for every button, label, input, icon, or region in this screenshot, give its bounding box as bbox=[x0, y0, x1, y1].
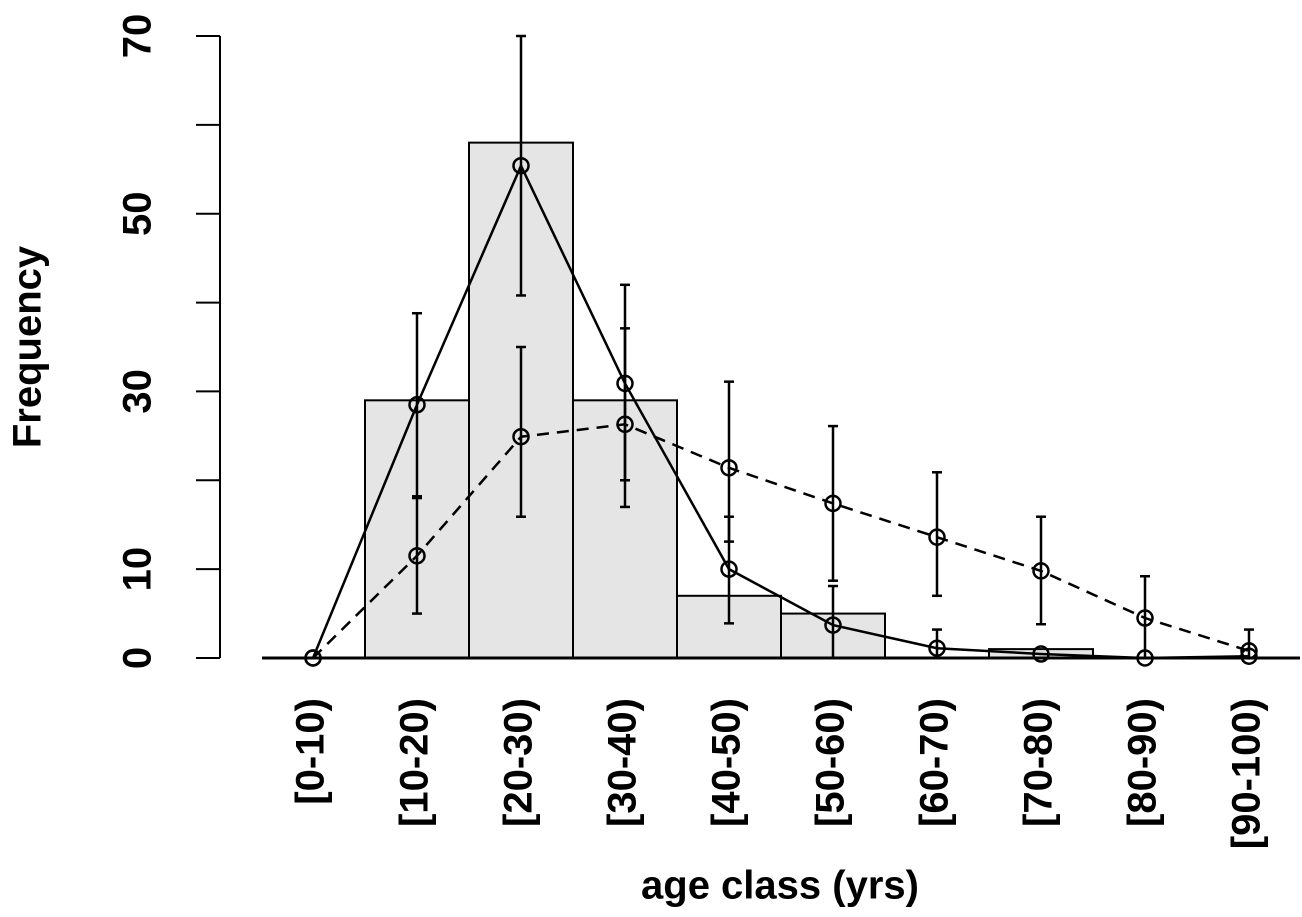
x-tick-label: [50-60) bbox=[809, 698, 853, 827]
point bbox=[1240, 642, 1258, 660]
x-tick-label: [70-80) bbox=[1017, 698, 1061, 827]
point bbox=[512, 427, 530, 446]
x-tick-label: [20-30) bbox=[497, 698, 541, 827]
x-tick-label: [0-10) bbox=[289, 698, 333, 805]
point bbox=[720, 459, 738, 477]
series-line bbox=[311, 162, 1250, 660]
point bbox=[928, 639, 946, 657]
point bbox=[720, 560, 738, 578]
point bbox=[304, 649, 322, 667]
point bbox=[512, 156, 530, 175]
point bbox=[408, 547, 426, 565]
point bbox=[824, 494, 842, 513]
point bbox=[824, 616, 842, 634]
point bbox=[1032, 645, 1050, 663]
y-tick-label: 30 bbox=[116, 369, 160, 414]
point bbox=[408, 396, 426, 414]
x-tick-label: [60-70) bbox=[913, 698, 957, 827]
point bbox=[928, 528, 946, 546]
x-tick-label: [80-90) bbox=[1121, 698, 1165, 827]
point bbox=[1136, 609, 1154, 627]
y-axis-title: Frequency bbox=[6, 245, 50, 448]
y-tick-label: 10 bbox=[116, 547, 160, 592]
point bbox=[616, 415, 634, 434]
y-tick-label: 50 bbox=[116, 191, 160, 236]
x-tick-label: [30-40) bbox=[601, 698, 645, 827]
x-tick-label: [90-100) bbox=[1225, 698, 1269, 849]
x-tick-label: [10-20) bbox=[393, 698, 437, 827]
x-tick-label: [40-50) bbox=[705, 698, 749, 827]
point bbox=[1032, 562, 1050, 580]
y-tick-label: 0 bbox=[116, 647, 160, 669]
series-line bbox=[312, 423, 1250, 659]
y-tick-label: 70 bbox=[116, 14, 160, 59]
x-axis-title: age class (yrs) bbox=[641, 864, 919, 908]
